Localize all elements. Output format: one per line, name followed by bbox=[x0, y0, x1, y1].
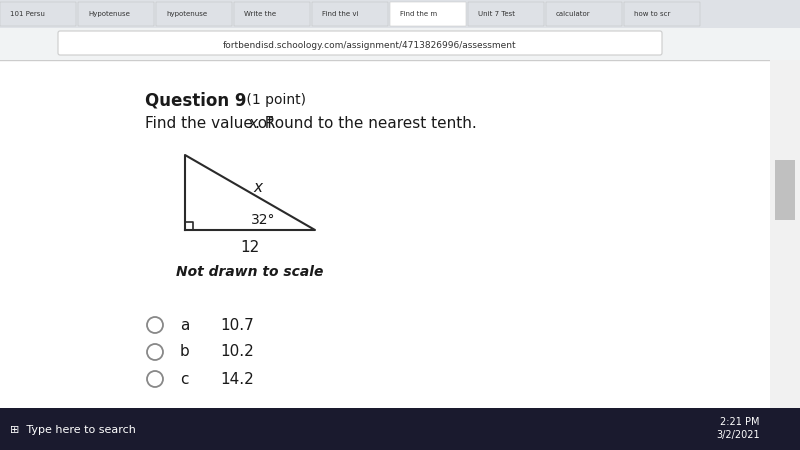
FancyBboxPatch shape bbox=[0, 60, 770, 450]
Text: calculator: calculator bbox=[556, 11, 590, 17]
Text: x: x bbox=[248, 116, 257, 130]
Text: Unit 7 Test: Unit 7 Test bbox=[478, 11, 515, 17]
Text: hypotenuse: hypotenuse bbox=[166, 11, 207, 17]
Text: 101 Persu: 101 Persu bbox=[10, 11, 45, 17]
FancyBboxPatch shape bbox=[156, 2, 232, 26]
Text: ⊞  Type here to search: ⊞ Type here to search bbox=[10, 425, 136, 435]
Text: . Round to the nearest tenth.: . Round to the nearest tenth. bbox=[255, 116, 477, 130]
Text: Question 9: Question 9 bbox=[145, 91, 246, 109]
Text: 12: 12 bbox=[240, 239, 260, 255]
FancyBboxPatch shape bbox=[58, 31, 662, 55]
Text: 10.2: 10.2 bbox=[220, 345, 254, 360]
Text: Hypotenuse: Hypotenuse bbox=[88, 11, 130, 17]
Text: 10.7: 10.7 bbox=[220, 318, 254, 333]
Text: (1 point): (1 point) bbox=[242, 93, 306, 107]
Text: 14.2: 14.2 bbox=[220, 372, 254, 387]
FancyBboxPatch shape bbox=[775, 160, 795, 220]
Text: 2:21 PM: 2:21 PM bbox=[721, 417, 760, 427]
FancyBboxPatch shape bbox=[624, 2, 700, 26]
FancyBboxPatch shape bbox=[0, 28, 800, 60]
Text: c: c bbox=[180, 372, 189, 387]
Text: a: a bbox=[180, 318, 190, 333]
Text: 32°: 32° bbox=[250, 213, 275, 227]
Text: Find the vi: Find the vi bbox=[322, 11, 358, 17]
FancyBboxPatch shape bbox=[0, 0, 800, 28]
Text: Write the: Write the bbox=[244, 11, 276, 17]
FancyBboxPatch shape bbox=[770, 60, 800, 450]
Text: b: b bbox=[180, 345, 190, 360]
FancyBboxPatch shape bbox=[312, 2, 388, 26]
FancyBboxPatch shape bbox=[234, 2, 310, 26]
FancyBboxPatch shape bbox=[468, 2, 544, 26]
FancyBboxPatch shape bbox=[78, 2, 154, 26]
Text: how to scr: how to scr bbox=[634, 11, 670, 17]
FancyBboxPatch shape bbox=[390, 2, 466, 26]
Text: Find the value of: Find the value of bbox=[145, 116, 278, 130]
FancyBboxPatch shape bbox=[0, 2, 76, 26]
FancyBboxPatch shape bbox=[546, 2, 622, 26]
Text: fortbendisd.schoology.com/assignment/4713826996/assessment: fortbendisd.schoology.com/assignment/471… bbox=[223, 40, 517, 50]
Text: 3/2/2021: 3/2/2021 bbox=[716, 430, 760, 440]
FancyBboxPatch shape bbox=[0, 408, 800, 450]
Text: Not drawn to scale: Not drawn to scale bbox=[176, 265, 324, 279]
Text: x: x bbox=[254, 180, 262, 195]
FancyBboxPatch shape bbox=[0, 0, 800, 60]
Text: Find the m: Find the m bbox=[400, 11, 437, 17]
